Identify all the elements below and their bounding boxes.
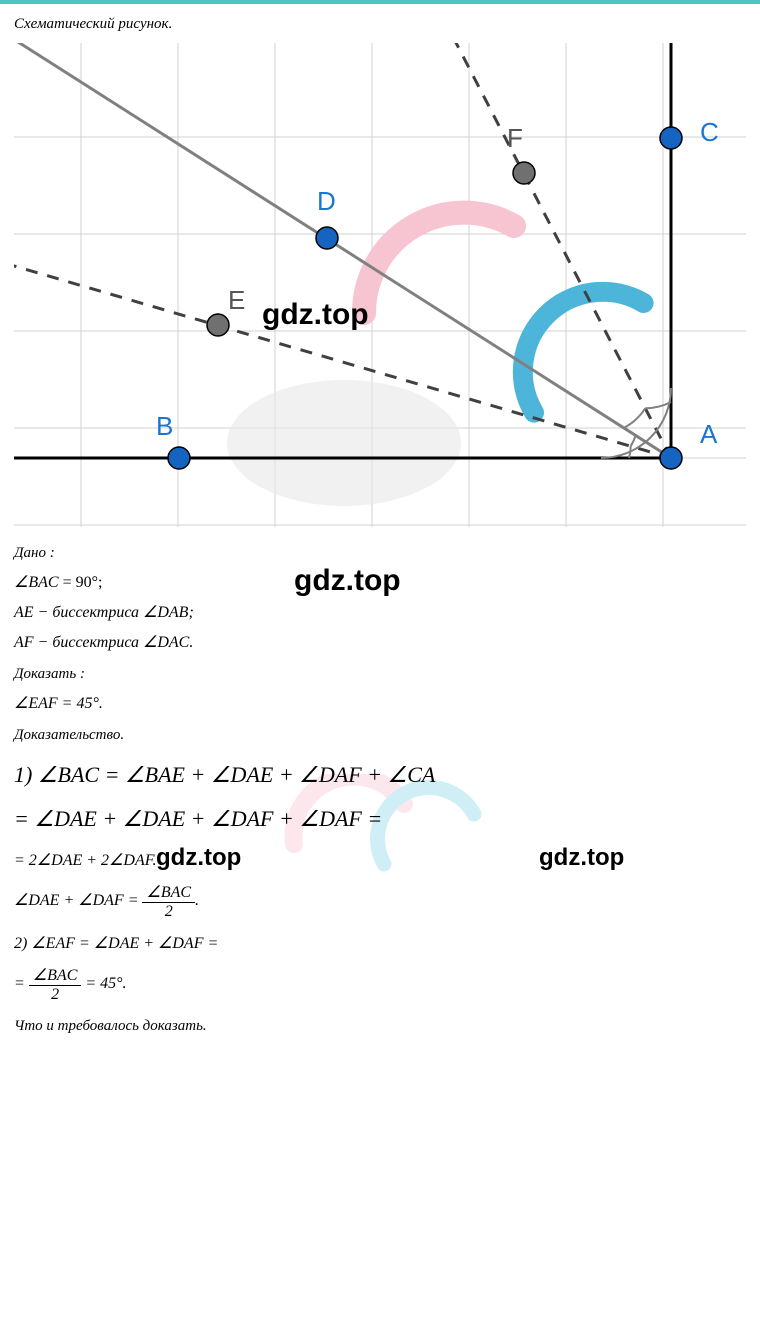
watermark-diagram: gdz.top (262, 298, 369, 332)
proof-step-2b: = ∠BAC2 = 45°. (14, 965, 746, 1004)
given-title: Дано : (14, 545, 746, 562)
period-1d: . (195, 892, 199, 909)
fraction-1d: ∠BAC2 (142, 882, 195, 921)
bisector-text-2: − биссектриса ∠ (34, 634, 158, 651)
angle-name: BAC (28, 574, 58, 591)
diagram-svg: A B C D E F (14, 43, 746, 527)
prove-line: ∠EAF = 45°. (14, 693, 746, 713)
proof-step-2a: 2) ∠EAF = ∠DAE + ∠DAF = (14, 933, 746, 953)
angle-value: = 90°; (59, 574, 103, 591)
svg-text:A: A (700, 419, 718, 449)
proof-step-1d: ∠DAE + ∠DAF = ∠BAC2. (14, 882, 746, 921)
proof-step-1a: 1) ∠BAC = ∠BAE + ∠DAE + ∠DAF + ∠CA (14, 762, 746, 788)
watermark-center: gdz.top (294, 564, 401, 598)
geometry-diagram: A B C D E F gdz.top (14, 43, 746, 527)
num-2b: ∠BAC (29, 965, 82, 986)
watermark-left: gdz.top (156, 844, 241, 872)
svg-text:E: E (228, 285, 245, 315)
svg-text:D: D (317, 186, 336, 216)
eq-45: = 45°. (81, 975, 126, 992)
given-line-3: AF − биссектриса ∠DAC. (14, 632, 746, 652)
seg-AE: AE (14, 604, 34, 621)
angle-EAF-eq: ∠EAF = 45°. (14, 695, 103, 712)
daf: DAF (123, 852, 152, 869)
proof-step-1b: = ∠DAE + ∠DAE + ∠DAF + ∠DAF = (14, 806, 746, 832)
plus-2: + 2∠ (82, 852, 123, 869)
prove-title: Доказать : (14, 666, 746, 683)
period: . (189, 634, 193, 651)
eq-2dae: = 2∠ (14, 852, 51, 869)
num-1d: ∠BAC (142, 882, 195, 903)
angle-symbol: ∠ (14, 574, 28, 591)
eq-2b: = (14, 975, 29, 992)
given-line-2: AE − биссектриса ∠DAB; (14, 602, 746, 622)
den-2b: 2 (29, 986, 82, 1004)
page-content: Схематический рисунок. A B C D E F gdz.top Да… (0, 4, 760, 1057)
svg-text:B: B (156, 411, 173, 441)
svg-text:F: F (507, 123, 523, 153)
fraction-2b: ∠BAC2 (29, 965, 82, 1004)
angle-DAB: DAB (157, 604, 188, 621)
den-1d: 2 (142, 903, 195, 921)
angle-DAC: DAC (157, 634, 189, 651)
caption: Схематический рисунок. (14, 16, 746, 33)
bisector-text: − биссектриса ∠ (34, 604, 158, 621)
dae: DAE (51, 852, 82, 869)
qed: Что и требовалось доказать. (14, 1018, 746, 1035)
svg-text:C: C (700, 117, 719, 147)
semicolon: ; (188, 604, 193, 621)
proof-step-1c: = 2∠DAE + 2∠DAF. (14, 850, 746, 870)
lhs-1d: ∠DAE + ∠DAF = (14, 892, 142, 909)
proof-title: Доказательство. (14, 727, 746, 744)
watermark-right: gdz.top (539, 844, 624, 872)
seg-AF: AF (14, 634, 34, 651)
